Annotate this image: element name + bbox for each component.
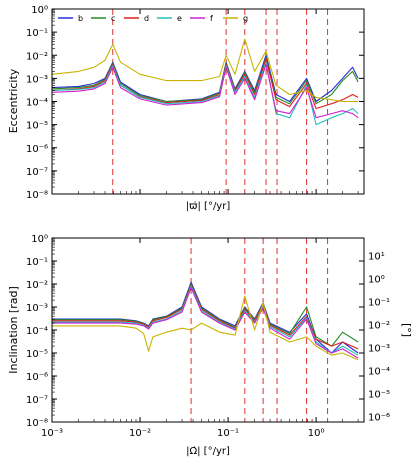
y-axis: 10⁰ 10⁻¹ 10⁻² 10⁻³ 10⁻⁴ 10⁻⁵ 10⁻⁶ 10⁻⁷ 10⁻⁸ [26, 234, 364, 429]
x-axis-label: |ϖ̇| [°/yr] [186, 200, 231, 212]
y2-tick-label: 10¹ [368, 251, 385, 262]
legend-label-b: b [78, 14, 83, 23]
y2-tick-label: 10⁻⁵ [368, 389, 390, 400]
legend: b c d e f g [58, 14, 248, 23]
y-tick-label: 10⁻⁸ [26, 190, 48, 201]
y-tick-label: 10⁻⁶ [26, 144, 48, 155]
y-tick-label: 10⁻³ [26, 303, 48, 314]
y-tick-label: 10⁻⁴ [26, 98, 48, 109]
y-tick-label: 10⁻⁷ [26, 167, 48, 178]
secondary-y-axis: 10¹ 10⁰ 10⁻¹ 10⁻² 10⁻³ 10⁻⁴ 10⁻⁵ 10⁻⁶ [368, 251, 390, 423]
x-tick-label: 10⁰ [308, 428, 325, 439]
y-tick-label: 10⁻² [26, 51, 48, 62]
y-tick-label: 10⁻⁸ [26, 418, 48, 429]
y-tick-label: 10⁻⁶ [26, 372, 48, 383]
y-tick-label: 10⁻² [26, 280, 48, 291]
series-line-e [52, 61, 359, 126]
x-tick-label: 10⁻³ [41, 428, 63, 439]
series-group [52, 38, 359, 126]
y-tick-label: 10⁻¹ [26, 28, 48, 39]
resonance-lines [190, 238, 329, 422]
x-tick-label: 10⁻² [129, 428, 151, 439]
y-tick-label: 10⁻⁵ [26, 121, 48, 132]
y-tick-label: 10⁻⁴ [26, 326, 48, 337]
x-tick-label: 10⁻¹ [217, 428, 239, 439]
resonance-lines [112, 9, 329, 194]
y-tick-label: 10⁰ [31, 234, 48, 245]
eccentricity-panel: 10⁰ 10⁻¹ 10⁻² 10⁻³ 10⁻⁴ 10⁻⁵ 10⁻⁶ 10⁻⁷ 10⁻⁸ Ecce… [7, 5, 365, 212]
y2-tick-label: 10⁻⁴ [368, 366, 390, 377]
y-axis: 10⁰ 10⁻¹ 10⁻² 10⁻³ 10⁻⁴ 10⁻⁵ 10⁻⁶ 10⁻⁷ 10⁻⁸ [26, 5, 364, 201]
y-tick-label: 10⁻¹ [26, 257, 48, 268]
series-line-f [52, 287, 359, 359]
x-axis-label: |Ω̇| [°/yr] [186, 445, 230, 457]
y2-tick-label: 10⁻² [368, 320, 390, 331]
legend-label-e: e [177, 14, 182, 23]
plot-frame [51, 237, 365, 423]
series-line-g [52, 38, 359, 103]
y-axis-label: Inclination [rad] [7, 286, 20, 373]
y-tick-label: 10⁰ [31, 5, 48, 16]
series-group [52, 281, 359, 361]
y-tick-label: 10⁻⁵ [26, 349, 48, 360]
y-tick-label: 10⁻³ [26, 74, 48, 85]
legend-label-g: g [243, 14, 248, 23]
plot-frame [51, 8, 365, 195]
x-axis [51, 9, 359, 194]
y-tick-label: 10⁻⁷ [26, 395, 48, 406]
y-axis-label: Eccentricity [7, 68, 20, 133]
y2-tick-label: 10⁰ [368, 274, 385, 285]
series-line-e [52, 285, 359, 356]
y2-tick-label: 10⁻¹ [368, 297, 390, 308]
series-line-c [52, 283, 359, 347]
series-line-f [52, 63, 359, 119]
x-axis: 10⁻³ 10⁻² 10⁻¹ 10⁰ [41, 238, 359, 439]
series-line-g [52, 295, 359, 361]
y2-tick-label: 10⁻³ [368, 343, 390, 354]
series-line-d [52, 284, 359, 350]
legend-label-d: d [144, 14, 149, 23]
legend-label-c: c [111, 14, 115, 23]
secondary-y-axis-label: [°] [400, 323, 411, 337]
y2-tick-label: 10⁻⁶ [368, 412, 390, 423]
legend-label-f: f [210, 14, 213, 23]
